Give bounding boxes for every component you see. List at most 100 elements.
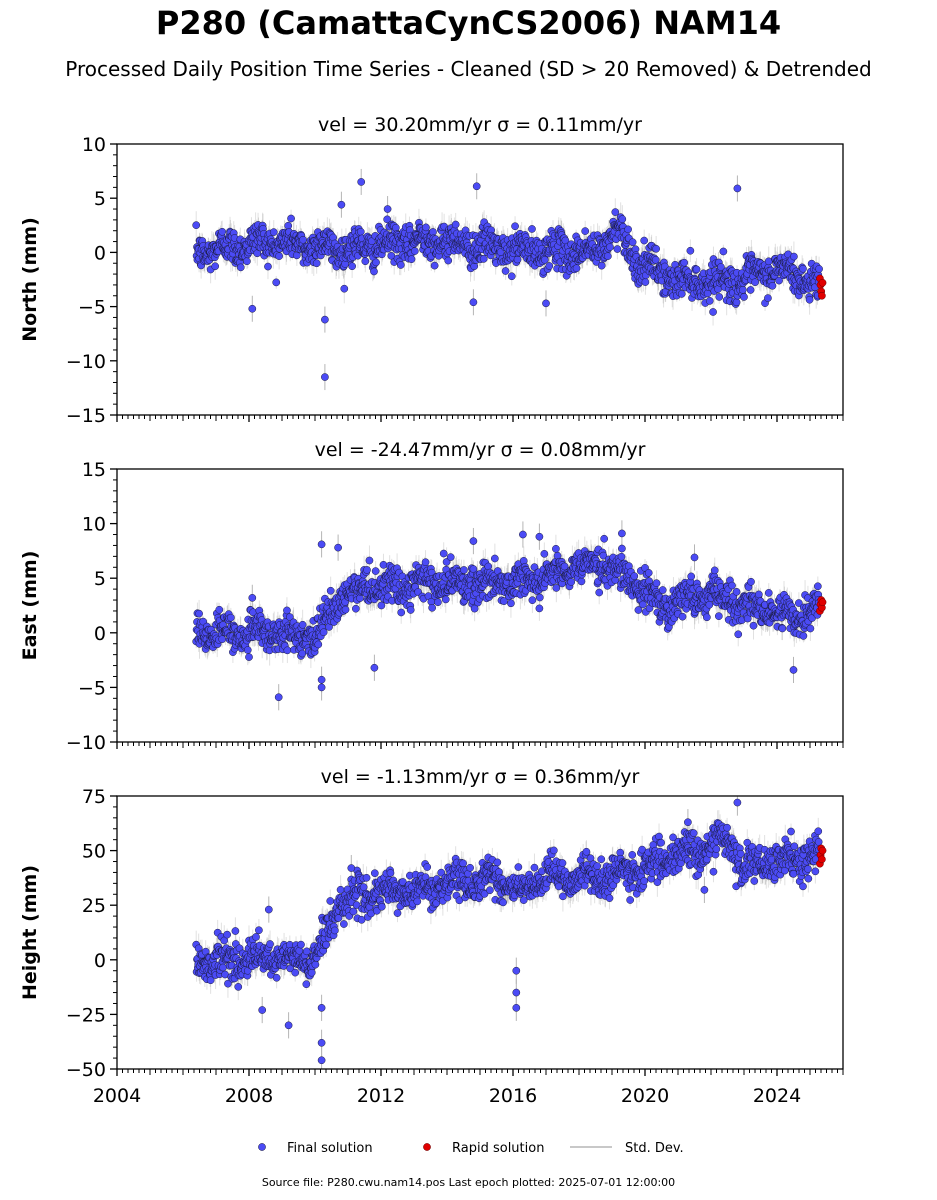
plot-area <box>192 520 827 711</box>
legend-std-label: Std. Dev. <box>625 1141 684 1156</box>
final-point <box>751 278 759 287</box>
final-point <box>227 613 235 622</box>
final-point <box>437 868 446 877</box>
y-tick-label: −10 <box>66 351 106 373</box>
final-point <box>248 594 257 602</box>
y-tick-label: 25 <box>82 895 106 917</box>
final-point <box>626 896 635 904</box>
final-point <box>361 257 370 266</box>
final-point <box>709 867 718 876</box>
final-point <box>600 534 609 543</box>
final-point <box>466 863 474 872</box>
final-point <box>604 252 612 260</box>
final-point <box>799 882 807 891</box>
rapid-point <box>818 855 826 864</box>
final-point <box>549 846 558 855</box>
panel-title: vel = 30.20mm/yr σ = 0.11mm/yr <box>318 114 642 136</box>
final-point <box>617 552 626 561</box>
final-point <box>245 653 253 661</box>
final-point <box>439 549 448 558</box>
final-point <box>787 827 795 836</box>
final-point <box>234 983 243 991</box>
panel-title: vel = -24.47mm/yr σ = 0.08mm/yr <box>315 439 646 461</box>
final-point <box>790 842 799 851</box>
final-point <box>559 892 567 901</box>
y-tick-label: 10 <box>82 514 106 536</box>
final-point <box>421 558 430 567</box>
final-point <box>597 261 606 270</box>
final-point <box>732 298 741 307</box>
final-point <box>605 894 614 902</box>
final-point <box>689 829 698 837</box>
final-point <box>703 613 711 622</box>
final-point <box>252 933 260 941</box>
plot-area <box>192 796 827 1069</box>
legend-rapid-marker <box>423 1143 431 1151</box>
final-point <box>705 600 714 609</box>
final-point <box>652 244 660 253</box>
final-point <box>397 608 406 617</box>
final-point <box>528 596 537 605</box>
final-point <box>272 973 281 982</box>
final-point <box>314 640 323 649</box>
final-point <box>469 565 478 573</box>
final-point <box>422 223 430 232</box>
rapid-solution-points <box>816 274 827 300</box>
final-point <box>322 940 330 949</box>
final-point <box>542 299 550 308</box>
final-point <box>396 261 405 269</box>
final-point <box>799 632 808 640</box>
final-point <box>340 284 349 293</box>
y-axis-label: North (mm) <box>19 217 41 342</box>
final-point <box>514 863 523 871</box>
final-point <box>340 920 348 928</box>
final-point <box>243 257 251 266</box>
panel-north: vel = 30.20mm/yr σ = 0.11mm/yr North (mm)… <box>19 114 844 427</box>
final-point <box>406 606 415 614</box>
final-point <box>469 298 478 307</box>
final-point <box>641 278 650 286</box>
final-point <box>469 537 478 545</box>
final-point <box>795 599 803 607</box>
final-point <box>283 606 291 615</box>
panel-title: vel = -1.13mm/yr σ = 0.36mm/yr <box>321 766 640 788</box>
final-point <box>451 220 460 229</box>
final-point <box>372 258 380 267</box>
final-point <box>472 182 481 191</box>
final-point <box>611 208 620 216</box>
final-point <box>738 285 747 294</box>
final-point <box>383 205 392 213</box>
final-point <box>640 877 649 885</box>
final-point <box>634 606 643 614</box>
final-point <box>740 293 748 301</box>
final-point <box>480 890 489 898</box>
final-point <box>700 886 709 894</box>
final-point <box>789 666 798 674</box>
final-point <box>535 604 544 613</box>
final-point <box>337 200 346 209</box>
final-point <box>317 1056 326 1065</box>
final-point <box>805 295 814 304</box>
final-point <box>264 262 272 271</box>
final-point <box>512 966 521 975</box>
final-point <box>460 566 468 574</box>
final-point <box>352 901 361 909</box>
final-point <box>349 907 358 916</box>
final-point <box>644 569 653 577</box>
y-tick-label: 50 <box>82 841 106 863</box>
final-point <box>734 630 743 639</box>
final-point <box>680 258 689 267</box>
final-point <box>258 1006 267 1014</box>
final-point <box>275 252 283 260</box>
final-point <box>330 926 339 935</box>
final-point <box>507 599 515 608</box>
final-point <box>370 869 379 878</box>
final-point <box>348 262 356 271</box>
final-point <box>768 281 777 290</box>
final-point <box>554 882 563 891</box>
y-tick-label: 5 <box>94 568 106 590</box>
x-tick-label: 2016 <box>489 1085 537 1107</box>
final-point <box>321 373 329 381</box>
final-point <box>317 1003 326 1012</box>
final-point <box>567 578 576 586</box>
